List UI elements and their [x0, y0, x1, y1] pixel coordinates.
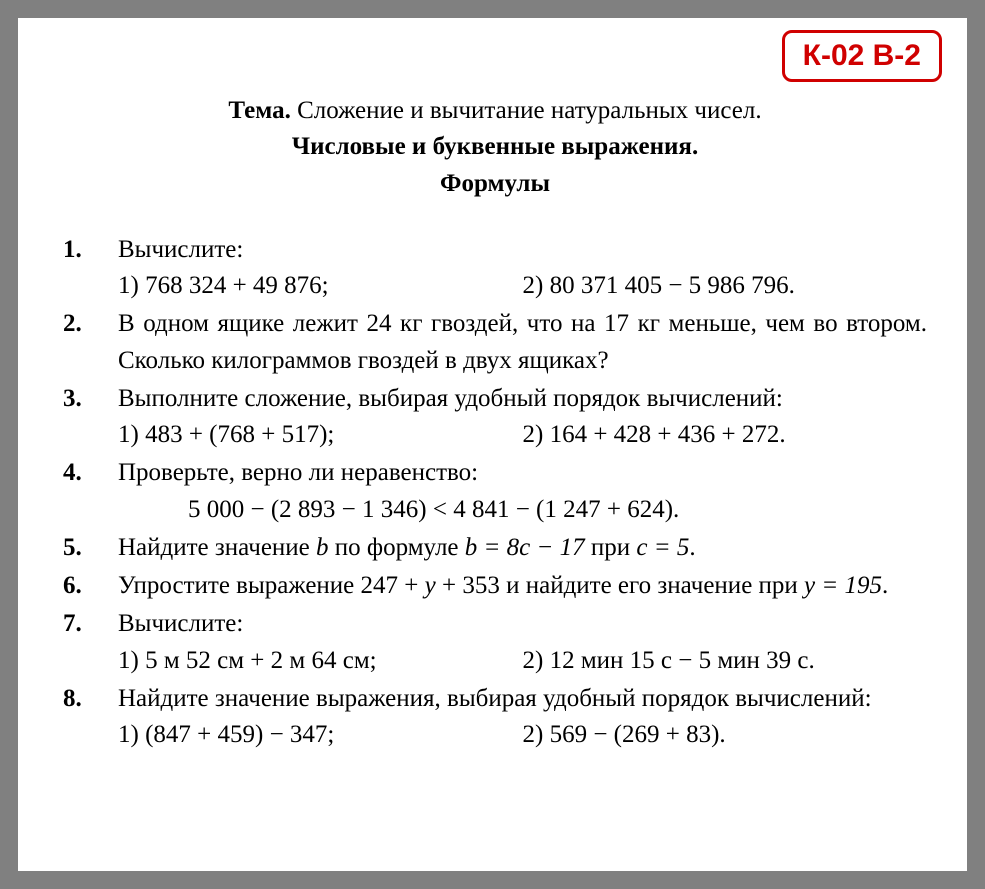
problem-2: 2. В одном ящике лежит 24 кг гвоздей, чт…	[63, 306, 927, 379]
topic-heading: Тема. Сложение и вычитание натуральных ч…	[63, 93, 927, 202]
problem-7: 7. Вычислите: 1) 5 м 52 см + 2 м 64 см; …	[63, 606, 927, 679]
problem-subitem: 2) 80 371 405 − 5 986 796.	[523, 268, 928, 304]
variant-badge: К-02 В-2	[782, 30, 942, 82]
problem-subitem: 2) 12 мин 15 с − 5 мин 39 с.	[523, 643, 928, 679]
problem-subitem: 1) 5 м 52 см + 2 м 64 см;	[118, 643, 523, 679]
problem-number: 7.	[63, 606, 118, 679]
problem-subitem: 2) 164 + 428 + 436 + 272.	[523, 417, 928, 453]
problem-number: 2.	[63, 306, 118, 379]
problem-number: 8.	[63, 681, 118, 754]
topic-line1: Сложение и вычитание натуральных чисел.	[291, 97, 762, 124]
problem-number: 5.	[63, 530, 118, 566]
problem-text: Найдите значение выражения, выбирая удоб…	[118, 681, 927, 717]
topic-line2: Числовые и буквенные выражения.	[292, 133, 698, 160]
problem-text: Выполните сложение, выбирая удобный поря…	[118, 381, 927, 417]
problem-8: 8. Найдите значение выражения, выбирая у…	[63, 681, 927, 754]
problem-formula: 5 000 − (2 893 − 1 346) < 4 841 − (1 247…	[118, 492, 927, 528]
problem-6: 6. Упростите выражение 247 + y + 353 и н…	[63, 568, 927, 604]
document-frame: К-02 В-2 Тема. Сложение и вычитание нату…	[0, 0, 985, 889]
problem-subitem: 1) 483 + (768 + 517);	[118, 417, 523, 453]
problem-text: В одном ящике лежит 24 кг гвоздей, что н…	[118, 306, 927, 379]
problem-subitem: 1) 768 324 + 49 876;	[118, 268, 523, 304]
problem-5: 5. Найдите значение b по формуле b = 8c …	[63, 530, 927, 566]
problem-text: Проверьте, верно ли неравенство:	[118, 455, 927, 491]
problem-subitem: 2) 569 − (269 + 83).	[523, 717, 928, 753]
problem-number: 3.	[63, 381, 118, 454]
problem-number: 6.	[63, 568, 118, 604]
problem-text: Упростите выражение 247 + y + 353 и найд…	[118, 568, 927, 604]
problem-4: 4. Проверьте, верно ли неравенство: 5 00…	[63, 455, 927, 528]
problem-text: Найдите значение b по формуле b = 8c − 1…	[118, 530, 927, 566]
problem-3: 3. Выполните сложение, выбирая удобный п…	[63, 381, 927, 454]
problem-1: 1. Вычислите: 1) 768 324 + 49 876; 2) 80…	[63, 232, 927, 305]
problems-list: 1. Вычислите: 1) 768 324 + 49 876; 2) 80…	[63, 232, 927, 754]
problem-subitem: 1) (847 + 459) − 347;	[118, 717, 523, 753]
problem-text: Вычислите:	[118, 606, 927, 642]
problem-number: 4.	[63, 455, 118, 528]
topic-line3: Формулы	[440, 170, 550, 197]
problem-number: 1.	[63, 232, 118, 305]
topic-label: Тема.	[228, 97, 290, 124]
problem-text: Вычислите:	[118, 232, 927, 268]
